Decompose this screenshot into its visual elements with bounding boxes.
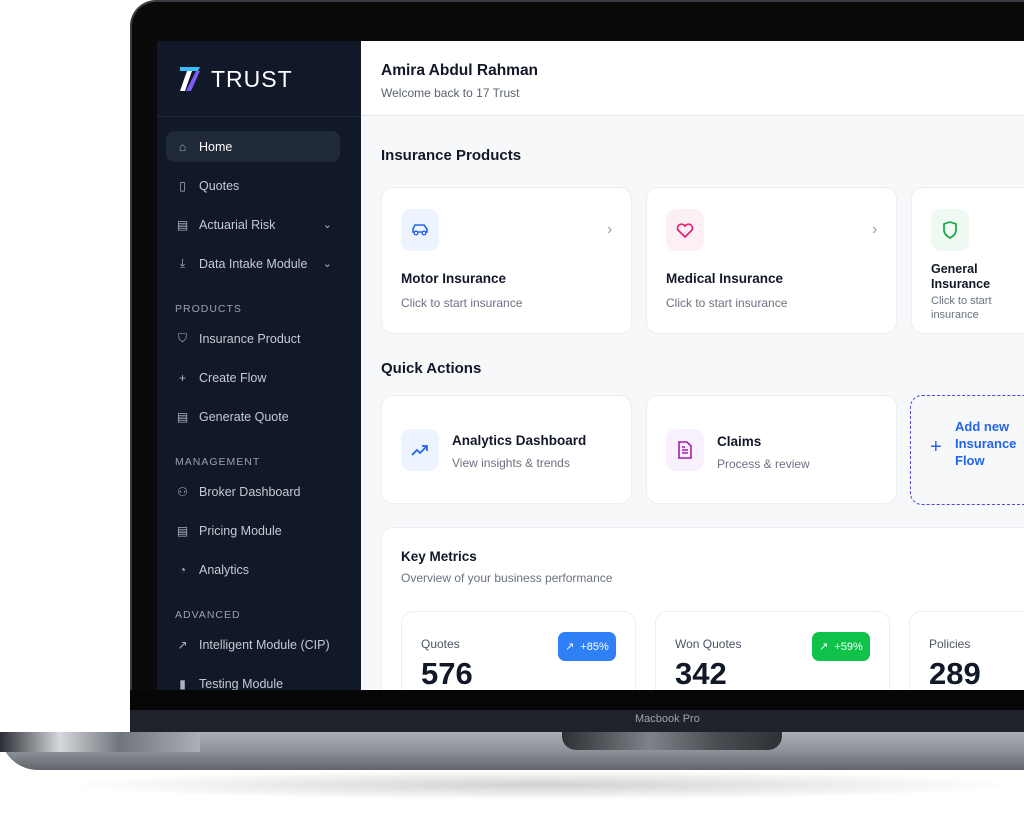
chevron-down-icon[interactable]: ⌄: [322, 258, 332, 270]
change-badge: ↗ +59%: [812, 632, 870, 661]
arrow-up-right-icon: ↗: [565, 641, 575, 653]
sidebar-item-label: Intelligent Module (CIP): [199, 637, 330, 652]
add-flow-label: Add new Insurance Flow: [955, 419, 1017, 468]
change-value: +59%: [834, 640, 863, 653]
shield-icon: [931, 209, 969, 251]
divider: [157, 116, 361, 117]
sidebar-item-data-intake[interactable]: ⤓ Data Intake Module ⌄: [166, 248, 340, 279]
device-label: Macbook Pro: [635, 713, 700, 725]
card-title: Analytics Dashboard: [452, 433, 587, 448]
laptop-shadow: [60, 770, 1024, 800]
logo[interactable]: TRUST: [177, 65, 293, 93]
sidebar-item-label: Actuarial Risk: [199, 217, 276, 232]
card-subtitle: Click to start insurance: [666, 296, 788, 310]
user-name: Amira Abdul Rahman: [381, 62, 539, 79]
section-management: MANAGEMENT: [175, 456, 261, 468]
users-icon: ⚇: [177, 484, 188, 499]
card-subtitle: Click to start insurance: [931, 295, 992, 321]
sidebar-item-label: Create Flow: [199, 370, 267, 385]
change-value: +85%: [580, 640, 609, 653]
file-text-icon: [666, 429, 704, 471]
section-advanced: ADVANCED: [175, 609, 241, 621]
car-icon: [401, 209, 439, 251]
file-text-icon: ▤: [176, 409, 189, 424]
sidebar-item-pricing-module[interactable]: ▤ Pricing Module: [166, 515, 340, 546]
logo-mark-icon: [180, 67, 200, 91]
laptop-notch: [562, 732, 782, 750]
header: Amira Abdul Rahman Welcome back to 17 Tr…: [361, 41, 1024, 116]
metric-label: Quotes: [421, 637, 460, 651]
product-card-motor[interactable]: › Motor Insurance Click to start insuran…: [381, 187, 632, 334]
sidebar-item-label: Insurance Product: [199, 331, 301, 346]
sidebar: TRUST ⌂ Home ▯ Quotes ▤ Actuarial Risk ⌄ ⤓ Da…: [157, 41, 361, 691]
file-check-icon: ▯: [179, 178, 186, 193]
metric-label: Won Quotes: [675, 637, 742, 651]
quick-action-analytics[interactable]: Analytics Dashboard View insights & tren…: [381, 395, 632, 504]
metric-value: 342: [675, 656, 727, 691]
add-insurance-flow-button[interactable]: + Add new Insurance Flow: [910, 395, 1024, 505]
calculator-icon: ▤: [176, 217, 189, 232]
welcome-text: Welcome back to 17 Trust: [381, 86, 520, 100]
app-screen: TRUST ⌂ Home ▯ Quotes ▤ Actuarial Risk ⌄ ⤓ Da…: [157, 41, 1024, 728]
section-title-quick-actions: Quick Actions: [381, 360, 482, 377]
card-title: General Insurance: [931, 262, 991, 291]
test-tube-icon: ▮: [179, 676, 186, 691]
card-subtitle: Click to start insurance: [401, 296, 523, 310]
brand-name: TRUST: [211, 65, 293, 92]
change-badge: ↗ +85%: [558, 632, 616, 661]
plus-icon: +: [930, 436, 942, 458]
calculator-icon: ▤: [176, 523, 189, 538]
card-title: Claims: [717, 434, 762, 449]
sidebar-item-label: Pricing Module: [199, 523, 282, 538]
quick-action-claims[interactable]: Claims Process & review: [646, 395, 897, 504]
metrics-subtitle: Overview of your business performance: [401, 571, 613, 585]
laptop-chin: [130, 690, 1024, 710]
plus-icon: +: [178, 370, 186, 385]
laptop-hinge: Macbook Pro: [130, 710, 1024, 732]
sidebar-item-quotes[interactable]: ▯ Quotes: [166, 170, 340, 201]
sidebar-item-label: Broker Dashboard: [199, 484, 301, 499]
sidebar-item-label: Testing Module: [199, 676, 284, 691]
home-icon: ⌂: [178, 139, 187, 154]
sidebar-item-generate-quote[interactable]: ▤ Generate Quote: [166, 401, 340, 432]
sidebar-item-analytics[interactable]: ◔ Analytics: [166, 554, 340, 585]
sidebar-item-actuarial-risk[interactable]: ▤ Actuarial Risk ⌄: [166, 209, 340, 240]
laptop-base: [0, 732, 1024, 770]
product-card-medical[interactable]: › Medical Insurance Click to start insur…: [646, 187, 897, 334]
sidebar-item-create-flow[interactable]: + Create Flow: [166, 362, 340, 393]
download-icon: ⤓: [179, 256, 186, 270]
sidebar-item-testing-module[interactable]: ▮ Testing Module: [166, 668, 340, 699]
card-subtitle: View insights & trends: [452, 456, 570, 470]
pie-chart-icon: ◔: [178, 562, 187, 577]
shield-icon: ⛉: [177, 331, 187, 345]
card-title: Motor Insurance: [401, 271, 507, 286]
card-title: Medical Insurance: [666, 271, 784, 286]
product-card-general[interactable]: General Insurance Click to start insuran…: [911, 187, 1024, 334]
chevron-down-icon[interactable]: ⌄: [322, 219, 332, 231]
heart-icon: [666, 209, 704, 251]
trending-up-icon: [401, 429, 439, 471]
sidebar-item-insurance-product[interactable]: ⛉ Insurance Product: [166, 323, 340, 354]
section-title-products: Insurance Products: [381, 147, 522, 164]
arrow-up-right-icon: ↗: [819, 641, 829, 653]
sidebar-item-label: Quotes: [199, 178, 240, 193]
sidebar-item-broker-dashboard[interactable]: ⚇ Broker Dashboard: [166, 476, 340, 507]
sidebar-item-intelligent-module[interactable]: ↗ Intelligent Module (CIP): [166, 629, 340, 660]
metric-value: 576: [421, 656, 473, 691]
sidebar-item-home[interactable]: ⌂ Home: [166, 131, 340, 162]
card-subtitle: Process & review: [717, 457, 810, 471]
sidebar-item-label: Data Intake Module: [199, 256, 308, 271]
sidebar-item-label: Analytics: [199, 562, 250, 577]
metrics-title: Key Metrics: [401, 549, 477, 564]
metric-label: Policies: [929, 637, 971, 651]
trending-up-icon: ↗: [177, 637, 188, 652]
chevron-right-icon: ›: [607, 221, 613, 238]
sidebar-item-label: Home: [199, 139, 233, 154]
chevron-right-icon: ›: [872, 221, 878, 238]
metric-value: 289: [929, 656, 981, 691]
sidebar-item-label: Generate Quote: [199, 409, 289, 424]
section-products: PRODUCTS: [175, 303, 242, 315]
